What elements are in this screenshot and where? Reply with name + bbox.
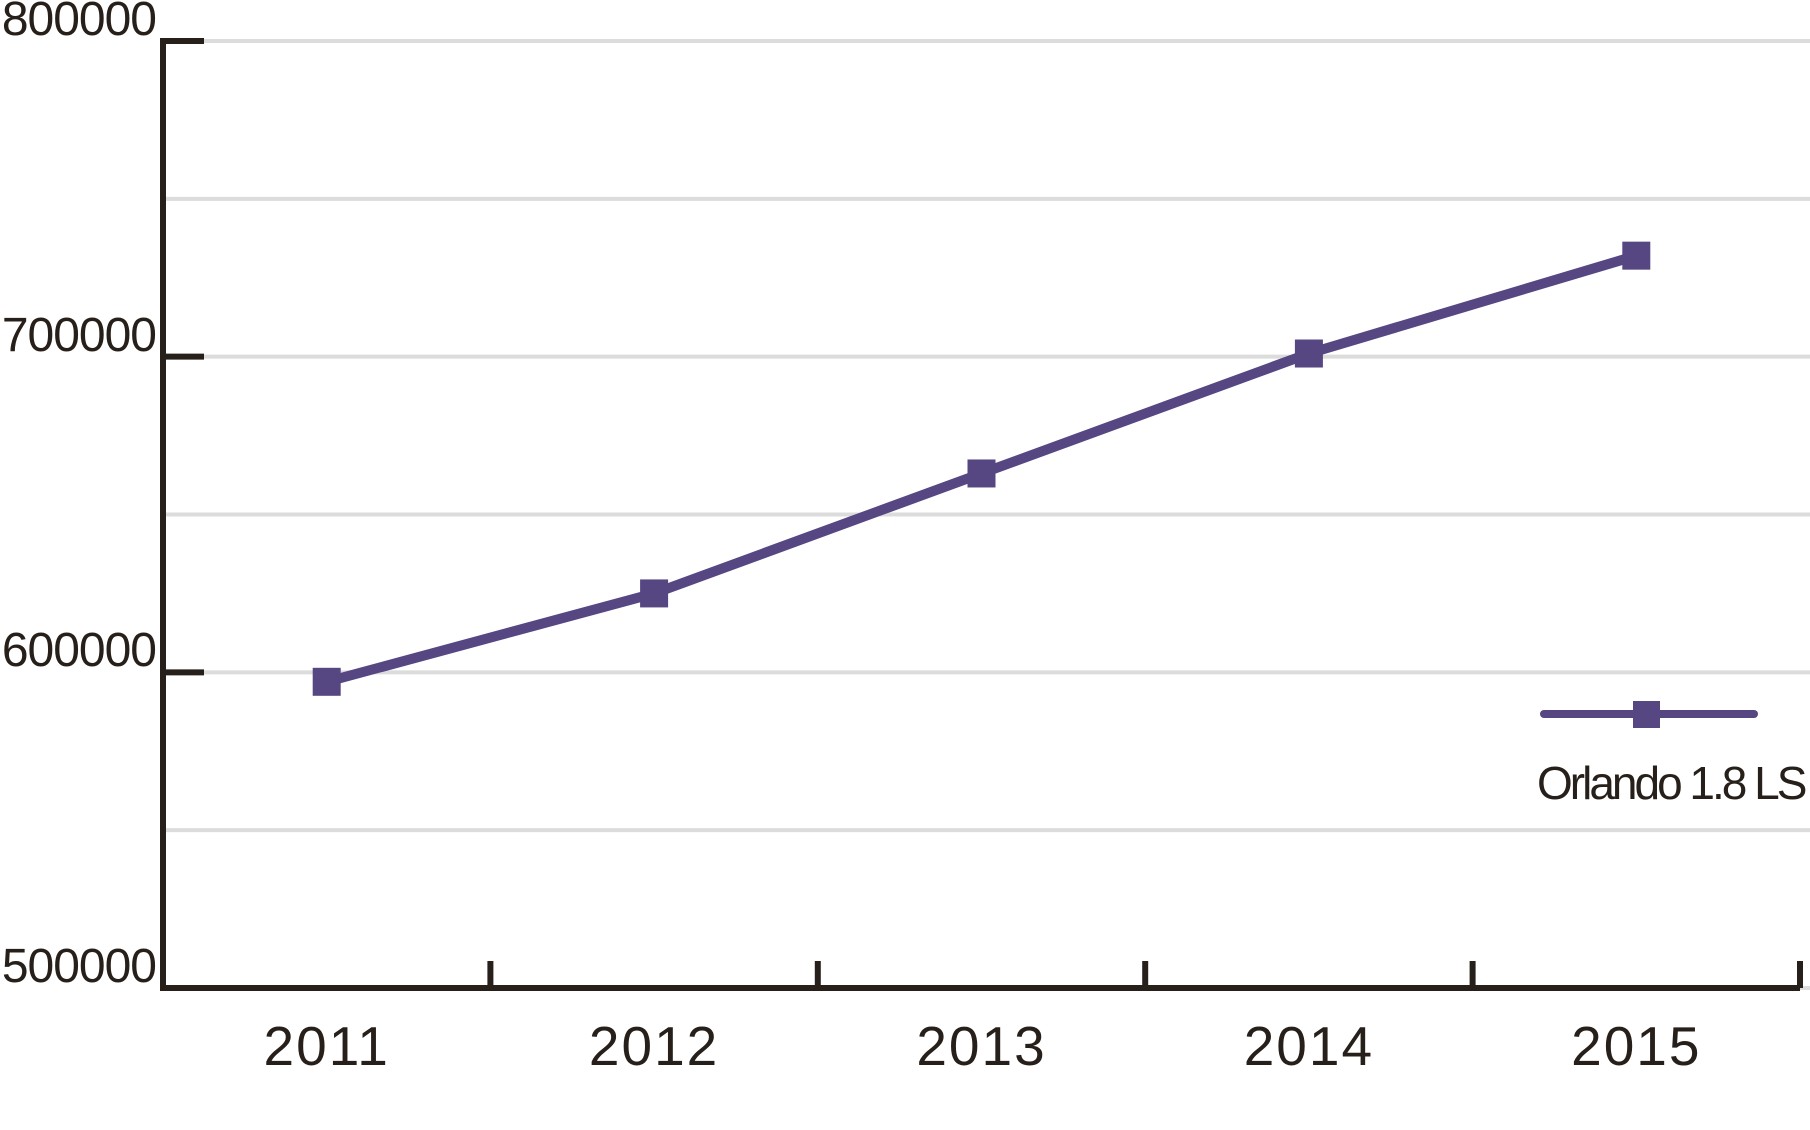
y-tick-label: 500000 [1, 940, 157, 993]
x-tick-label: 2013 [916, 1015, 1047, 1077]
x-tick-label: 2014 [1243, 1015, 1375, 1077]
data-point-marker [967, 459, 996, 488]
legend-label: Orlando 1.8 LS [1537, 757, 1807, 809]
x-tick-label: 2011 [263, 1015, 390, 1077]
data-point-marker [1622, 241, 1651, 270]
legend-marker [1633, 701, 1660, 728]
y-tick-label: 600000 [1, 624, 157, 678]
data-point-marker [1294, 339, 1323, 368]
data-point-marker [640, 579, 669, 608]
legend: Orlando 1.8 LS [1537, 685, 1810, 809]
data-point-marker [312, 667, 341, 696]
x-tick-label: 2012 [588, 1015, 720, 1077]
x-tick-label: 2015 [1571, 1015, 1702, 1077]
y-tick-label: 800000 [1, 0, 157, 46]
legend-line-marker-icon [1540, 701, 1758, 728]
y-tick-label: 700000 [1, 308, 157, 362]
